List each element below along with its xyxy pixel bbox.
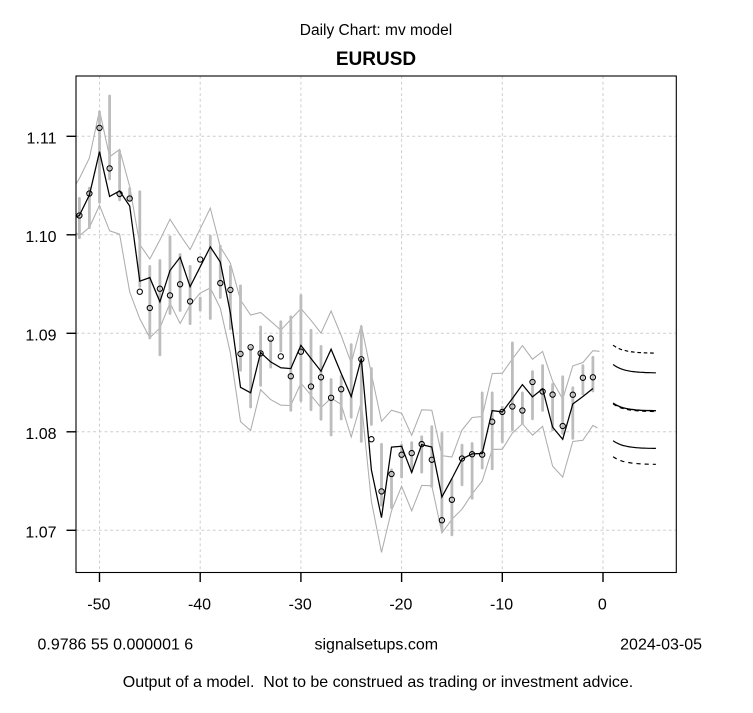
svg-text:signalsetups.com: signalsetups.com [314,637,438,654]
svg-text:2024-03-05: 2024-03-05 [620,637,702,654]
svg-text:Daily Chart: mv model: Daily Chart: mv model [300,22,452,39]
svg-text:EURUSD: EURUSD [336,49,416,70]
svg-text:-50: -50 [87,597,110,614]
svg-text:-40: -40 [188,597,211,614]
svg-text:1.08: 1.08 [25,426,56,443]
svg-text:-10: -10 [490,597,513,614]
svg-text:1.07: 1.07 [25,525,56,542]
svg-text:Output of a model. Not to be: Output of a model. Not to be construed a… [123,674,634,691]
svg-text:-20: -20 [389,597,412,614]
svg-text:1.09: 1.09 [25,328,56,345]
svg-text:0: 0 [598,597,607,614]
svg-text:1.10: 1.10 [25,229,56,246]
svg-text:-30: -30 [289,597,312,614]
svg-text:1.11: 1.11 [27,131,57,148]
svg-text:0.9786 55 0.000001 6: 0.9786 55 0.000001 6 [38,637,194,654]
